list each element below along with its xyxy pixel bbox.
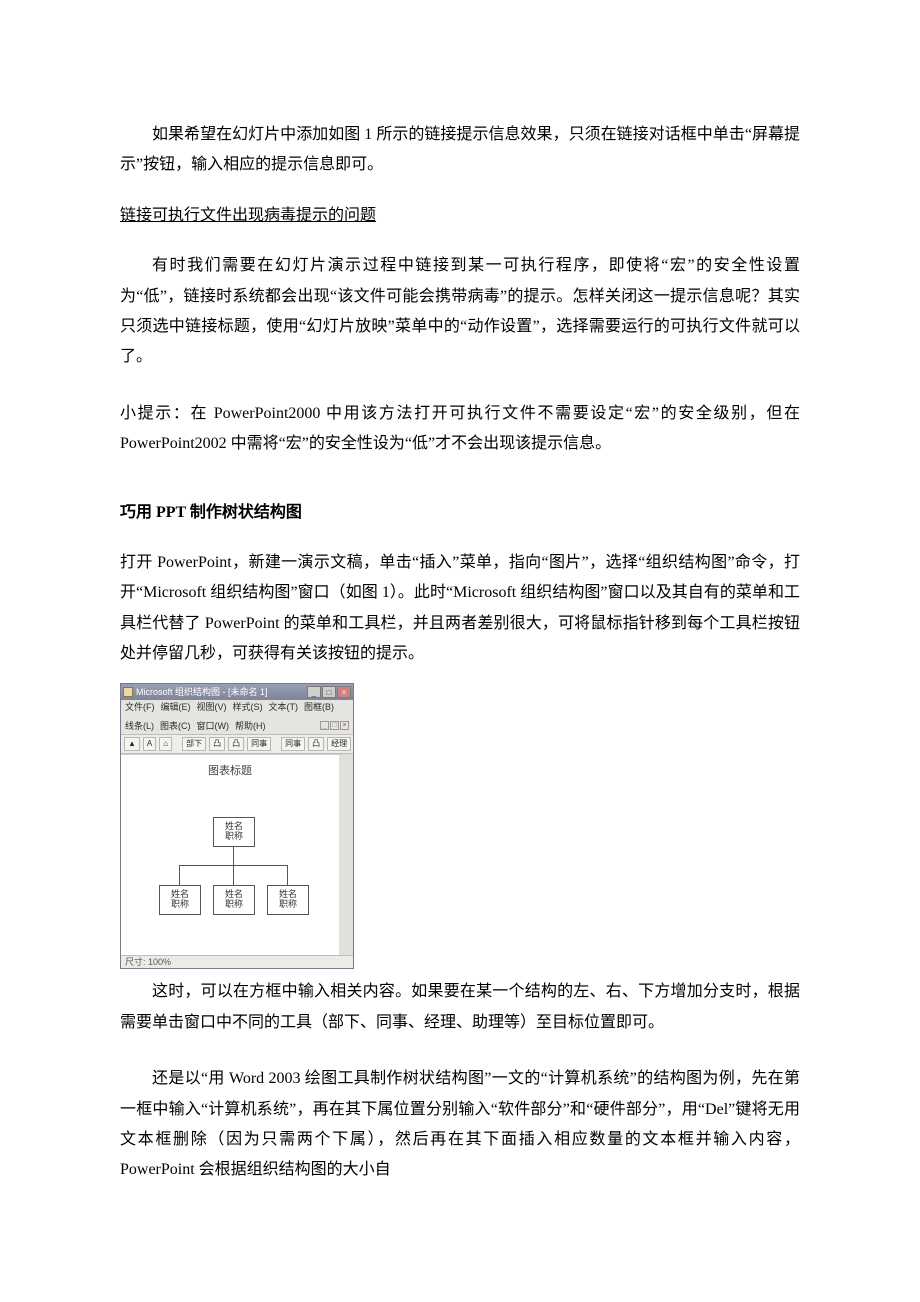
node-root[interactable]: 姓名 职称 xyxy=(213,817,255,847)
tool-manager[interactable]: 同事 xyxy=(247,737,271,751)
spacer-2 xyxy=(120,1052,800,1064)
org-chart-window: Microsoft 组织结构图 - [未命名 1] _ □ × 文件(F) 编辑… xyxy=(120,683,354,969)
conn-c2 xyxy=(233,865,234,885)
org-app-icon xyxy=(123,687,133,697)
menu-text[interactable]: 文本(T) xyxy=(269,702,299,713)
tool-zoom[interactable]: ⌂ xyxy=(159,737,172,751)
close-button[interactable]: × xyxy=(337,686,351,698)
tool-pointer[interactable]: ▲ xyxy=(124,737,140,751)
heading-tree-diagram: 巧用 PPT 制作树状结构图 xyxy=(120,498,800,528)
menu-box[interactable]: 图框(B) xyxy=(304,702,334,713)
tool-text[interactable]: A xyxy=(143,737,156,751)
paragraph-1: 如果希望在幻灯片中添加如图 1 所示的链接提示信息效果，只须在链接对话框中单击“… xyxy=(120,120,800,181)
menu-style[interactable]: 样式(S) xyxy=(233,702,263,713)
page: 如果希望在幻灯片中添加如图 1 所示的链接提示信息效果，只须在链接对话框中单击“… xyxy=(0,0,920,1302)
org-menubar: 文件(F) 编辑(E) 视图(V) 样式(S) 文本(T) 图框(B) 线条(L… xyxy=(121,700,353,735)
node-child-3[interactable]: 姓名 职称 xyxy=(267,885,309,915)
conn-root-down xyxy=(233,845,234,865)
tool-colleague-l[interactable]: 凸 xyxy=(209,737,225,751)
node-child-2[interactable]: 姓名 职称 xyxy=(213,885,255,915)
menu-window[interactable]: 窗口(W) xyxy=(197,721,230,732)
paragraph-3-tip: 小提示：在 PowerPoint2000 中用该方法打开可执行文件不需要设定“宏… xyxy=(120,399,800,460)
paragraph-5: 这时，可以在方框中输入相关内容。如果要在某一个结构的左、右、下方增加分支时，根据… xyxy=(120,977,800,1038)
chart-title: 图表标题 xyxy=(121,765,339,778)
tool-assistant[interactable]: 经理 xyxy=(327,737,351,751)
menu-file[interactable]: 文件(F) xyxy=(125,702,155,713)
heading-virus-prompt: 链接可执行文件出现病毒提示的问题 xyxy=(120,201,800,231)
mdi-window-controls: _ □ × xyxy=(320,721,349,732)
menu-line[interactable]: 线条(L) xyxy=(125,721,154,732)
menu-edit[interactable]: 编辑(E) xyxy=(161,702,191,713)
tool-assistant-b[interactable]: 凸 xyxy=(308,737,324,751)
mdi-minimize[interactable]: _ xyxy=(320,721,329,730)
conn-c3 xyxy=(287,865,288,885)
node-c1-l2: 职称 xyxy=(171,900,189,910)
org-toolbar: ▲ A ⌂ 部下 凸 凸 同事 同事 凸 经理 xyxy=(121,735,353,754)
node-c3-l2: 职称 xyxy=(279,900,297,910)
maximize-button[interactable]: □ xyxy=(322,686,336,698)
tool-subordinate[interactable]: 部下 xyxy=(182,737,206,751)
spacer xyxy=(120,387,800,399)
org-titlebar: Microsoft 组织结构图 - [未命名 1] _ □ × xyxy=(121,684,353,700)
org-canvas: 图表标题 姓名 职称 姓名 职称 姓名 职称 姓名 职称 xyxy=(121,754,353,955)
paragraph-6: 还是以“用 Word 2003 绘图工具制作树状结构图”一文的“计算机系统”的结… xyxy=(120,1064,800,1186)
tool-colleague-r[interactable]: 凸 xyxy=(228,737,244,751)
menu-help[interactable]: 帮助(H) xyxy=(235,721,266,732)
node-root-l2: 职称 xyxy=(225,832,243,842)
org-statusbar: 尺寸: 100% xyxy=(121,955,353,969)
conn-c1 xyxy=(179,865,180,885)
menu-view[interactable]: 视图(V) xyxy=(197,702,227,713)
tool-colleague2[interactable]: 同事 xyxy=(281,737,305,751)
org-window-title: Microsoft 组织结构图 - [未命名 1] xyxy=(136,687,268,698)
node-child-1[interactable]: 姓名 职称 xyxy=(159,885,201,915)
minimize-button[interactable]: _ xyxy=(307,686,321,698)
mdi-close[interactable]: × xyxy=(340,721,349,730)
node-c2-l2: 职称 xyxy=(225,900,243,910)
scrollbar-up[interactable] xyxy=(339,755,353,769)
paragraph-4: 打开 PowerPoint，新建一演示文稿，单击“插入”菜单，指向“图片”，选择… xyxy=(120,548,800,670)
menu-chart[interactable]: 图表(C) xyxy=(160,721,191,732)
paragraph-2: 有时我们需要在幻灯片演示过程中链接到某一可执行程序，即使将“宏”的安全性设置为“… xyxy=(120,251,800,373)
mdi-restore[interactable]: □ xyxy=(330,721,339,730)
